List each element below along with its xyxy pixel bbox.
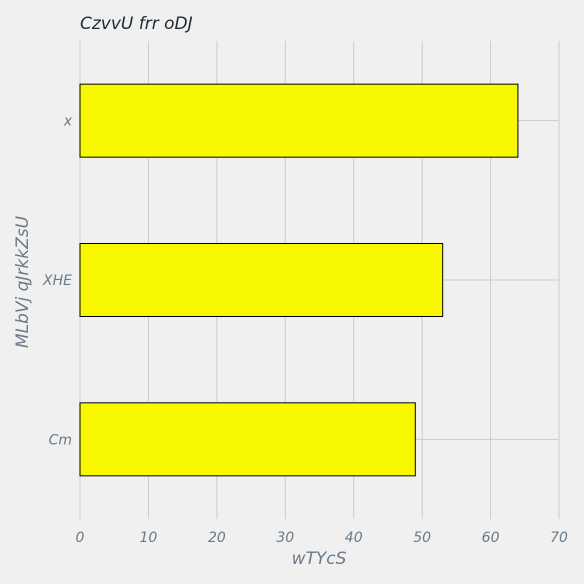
y-tick-label: x	[63, 114, 73, 130]
y-axis-label: MLbVj qJrkkZsU	[13, 215, 33, 348]
x-tick-label: 70	[550, 530, 568, 546]
x-tick-label: 20	[208, 530, 226, 546]
tick-labels: 0 10 20 30 40 50 60 70 Cm XHE x	[42, 114, 568, 546]
bar-Cm	[79, 402, 416, 477]
y-tick-label: XHE	[42, 273, 72, 289]
x-tick-label: 60	[482, 530, 500, 546]
x-tick-label: 10	[140, 530, 158, 546]
x-tick-label: 50	[413, 530, 431, 546]
chart-title: CzvvU frr oDJ	[80, 14, 193, 34]
x-tick-label: 40	[345, 530, 363, 546]
bar-XHE	[79, 243, 444, 317]
x-axis-label: wTYcS	[292, 549, 347, 569]
bars	[79, 83, 519, 477]
x-tick-label: 30	[276, 530, 294, 546]
x-tick-label: 0	[76, 530, 85, 546]
bar-x	[79, 83, 519, 158]
y-tick-label: Cm	[49, 432, 72, 448]
